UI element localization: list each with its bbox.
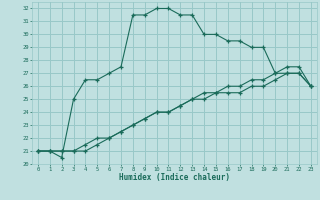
X-axis label: Humidex (Indice chaleur): Humidex (Indice chaleur) bbox=[119, 173, 230, 182]
